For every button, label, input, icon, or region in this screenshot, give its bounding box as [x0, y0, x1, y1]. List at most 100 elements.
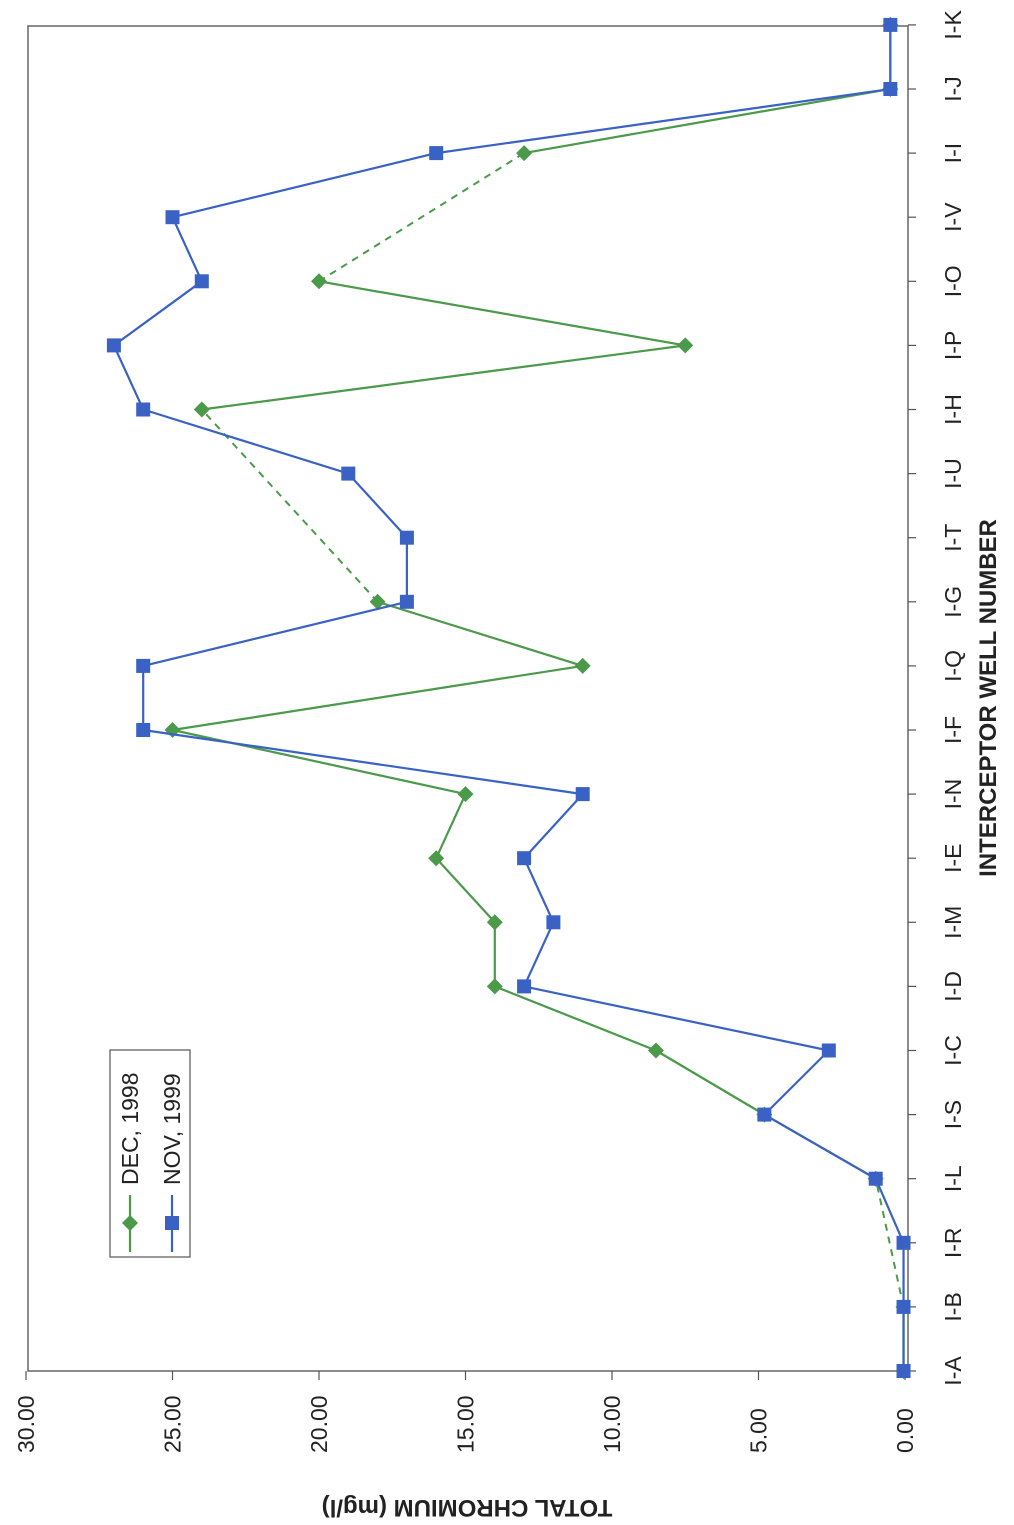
- series-line-segment: [763, 1113, 877, 1180]
- data-point: [194, 274, 209, 289]
- data-point: [165, 210, 180, 225]
- data-point: [193, 401, 210, 418]
- data-point: [457, 786, 474, 803]
- category-tick-label: I-U: [940, 458, 966, 489]
- series-line-segment: [113, 280, 203, 347]
- y-axis-title: TOTAL CHROMIUM (mg/l): [322, 1494, 613, 1521]
- category-tick-label: I-V: [940, 202, 966, 232]
- category-tick-label: I-P: [940, 331, 966, 360]
- data-point: [575, 787, 590, 802]
- series-line-segment: [494, 985, 657, 1052]
- series-line-segment: [523, 857, 555, 923]
- category-tick-label: I-K: [940, 10, 966, 40]
- data-point: [369, 593, 386, 610]
- data-point: [486, 914, 503, 931]
- legend-marker: [122, 1215, 138, 1231]
- series-line-segment: [435, 793, 467, 859]
- series-line-segment: [172, 664, 583, 732]
- series-line-segment: [435, 857, 496, 924]
- data-point: [677, 337, 694, 354]
- data-point: [399, 594, 414, 609]
- series-line-segment: [171, 216, 203, 282]
- series-dashed-segment: [874, 1178, 905, 1308]
- category-tick-label: I-N: [940, 779, 966, 810]
- legend-label: NOV, 1999: [159, 1073, 185, 1185]
- data-point: [399, 530, 414, 545]
- data-point: [868, 1171, 883, 1186]
- series-line-segment: [523, 87, 891, 155]
- category-tick-label: I-A: [940, 1356, 966, 1386]
- category-tick-label: I-G: [940, 586, 966, 618]
- series-line-segment: [874, 1178, 905, 1244]
- data-point: [429, 146, 444, 161]
- data-point: [896, 1364, 911, 1378]
- data-point: [517, 979, 532, 994]
- series-line-segment: [377, 600, 584, 667]
- category-tick-label: I-Q: [940, 650, 966, 682]
- category-tick-label: I-L: [940, 1165, 966, 1192]
- value-tick-label: 10.00: [599, 1395, 625, 1453]
- data-point: [106, 338, 121, 353]
- data-point: [136, 402, 151, 417]
- category-tick-label: I-C: [940, 1035, 966, 1066]
- data-point: [883, 17, 898, 32]
- value-tick-label: 20.00: [306, 1395, 332, 1453]
- category-tick-label: I-M: [940, 906, 966, 939]
- category-tick-label: I-J: [940, 76, 966, 102]
- data-point: [136, 658, 151, 673]
- series-line-segment: [523, 793, 584, 859]
- axes: I-A I-B I-R I-L I-S I-C I-D I-M I-E I-N I-F I-Q I-G I…: [13, 10, 966, 1453]
- data-point: [883, 82, 898, 96]
- data-point: [341, 466, 356, 481]
- data-point: [821, 1043, 836, 1058]
- category-tick-label: I-T: [940, 524, 966, 552]
- series-1: [106, 17, 911, 1378]
- series-line-segment: [523, 921, 555, 987]
- category-tick-label: I-F: [940, 716, 966, 744]
- series-line-segment: [112, 344, 145, 410]
- category-tick-label: I-S: [940, 1100, 966, 1129]
- data-point: [647, 1042, 664, 1059]
- data-point: [546, 915, 561, 930]
- legend: DEC, 1998 NOV, 1999: [109, 1049, 191, 1258]
- data-point: [486, 978, 503, 995]
- legend-label: DEC, 1998: [117, 1072, 143, 1185]
- data-point: [516, 145, 533, 162]
- series-dashed-segment: [655, 1049, 765, 1116]
- value-tick-label: 25.00: [160, 1395, 186, 1453]
- category-tick-label: I-H: [940, 394, 966, 425]
- value-tick-label: 5.00: [746, 1408, 772, 1453]
- data-point: [517, 851, 532, 866]
- category-tick-label: I-B: [940, 1292, 966, 1321]
- value-tick-label: 30.00: [13, 1395, 39, 1453]
- series-line-segment: [523, 985, 830, 1052]
- series-line-segment: [763, 1049, 830, 1116]
- category-tick-label: I-I: [940, 143, 966, 163]
- series-line-segment: [318, 280, 686, 347]
- x-axis-title: INTERCEPTOR WELL NUMBER: [975, 519, 1002, 877]
- category-tick-label: I-E: [940, 844, 966, 873]
- series-line-segment: [347, 472, 408, 539]
- series-line-segment: [436, 87, 891, 155]
- category-tick-label: I-O: [940, 265, 966, 297]
- series-dashed-segment: [201, 408, 379, 603]
- data-point: [311, 273, 327, 290]
- series-line-segment: [142, 600, 408, 667]
- series-dashed-segment: [318, 152, 525, 283]
- data-point: [896, 1299, 911, 1314]
- data-point: [896, 1235, 911, 1250]
- data-point: [428, 850, 445, 867]
- data-point: [136, 723, 151, 737]
- value-tick-label: 15.00: [453, 1395, 479, 1453]
- series-line-segment: [142, 408, 349, 475]
- category-tick-label: I-R: [940, 1227, 966, 1258]
- series-layer: [106, 16, 912, 1379]
- legend-marker: [165, 1216, 179, 1230]
- category-tick-label: I-D: [940, 971, 966, 1002]
- data-point: [757, 1107, 772, 1122]
- data-point: [574, 657, 591, 674]
- series-line-segment: [201, 344, 686, 411]
- series-line-segment: [172, 152, 437, 219]
- series-line-segment: [143, 728, 583, 796]
